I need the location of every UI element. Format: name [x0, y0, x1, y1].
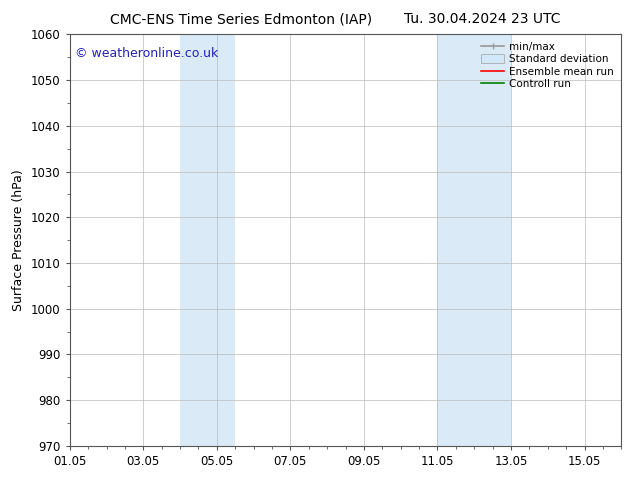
Bar — [437, 34, 511, 446]
Y-axis label: Surface Pressure (hPa): Surface Pressure (hPa) — [13, 169, 25, 311]
Text: © weatheronline.co.uk: © weatheronline.co.uk — [75, 47, 219, 60]
Text: Tu. 30.04.2024 23 UTC: Tu. 30.04.2024 23 UTC — [404, 12, 560, 26]
Legend: min/max, Standard deviation, Ensemble mean run, Controll run: min/max, Standard deviation, Ensemble me… — [479, 40, 616, 92]
Bar — [180, 34, 235, 446]
Text: CMC-ENS Time Series Edmonton (IAP): CMC-ENS Time Series Edmonton (IAP) — [110, 12, 372, 26]
